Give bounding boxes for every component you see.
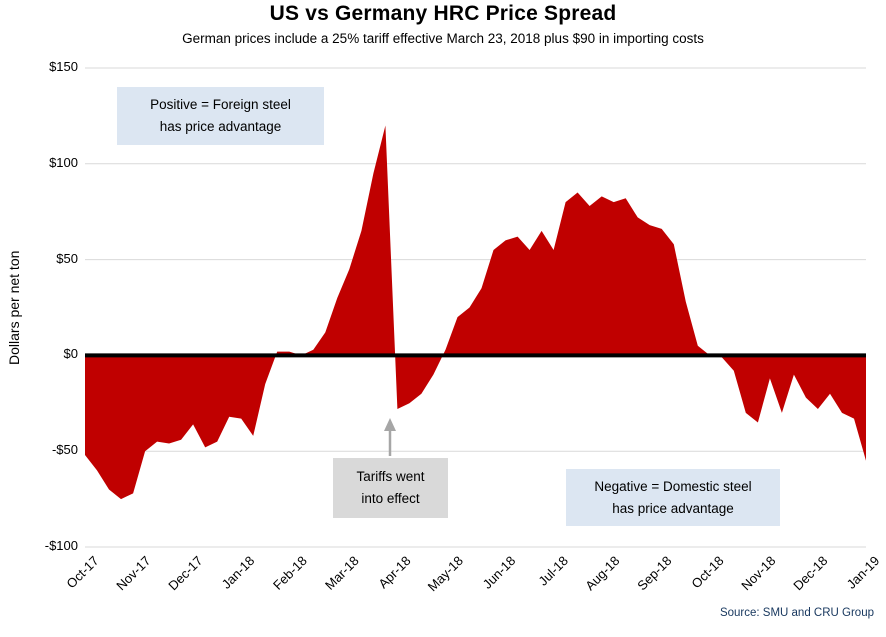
y-tick-label: $50 xyxy=(56,251,78,266)
annotation-tariffs: Tariffs went into effect xyxy=(333,458,448,518)
y-tick-label: $100 xyxy=(49,155,78,170)
y-tick-label: -$50 xyxy=(51,442,78,457)
y-tick-label: -$100 xyxy=(44,538,78,553)
chart-subtitle: German prices include a 25% tariff effec… xyxy=(182,31,704,46)
annotation-negative: Negative = Domestic steel has price adva… xyxy=(566,469,780,526)
chart-title: US vs Germany HRC Price Spread xyxy=(269,2,617,25)
annotation-positive: Positive = Foreign steel has price advan… xyxy=(117,87,324,145)
area-series xyxy=(85,125,866,500)
y-tick-label: $150 xyxy=(49,59,78,74)
y-tick-label: $0 xyxy=(63,346,78,361)
source-credit: Source: SMU and CRU Group xyxy=(719,607,874,619)
tariff-arrow-head xyxy=(384,418,396,431)
